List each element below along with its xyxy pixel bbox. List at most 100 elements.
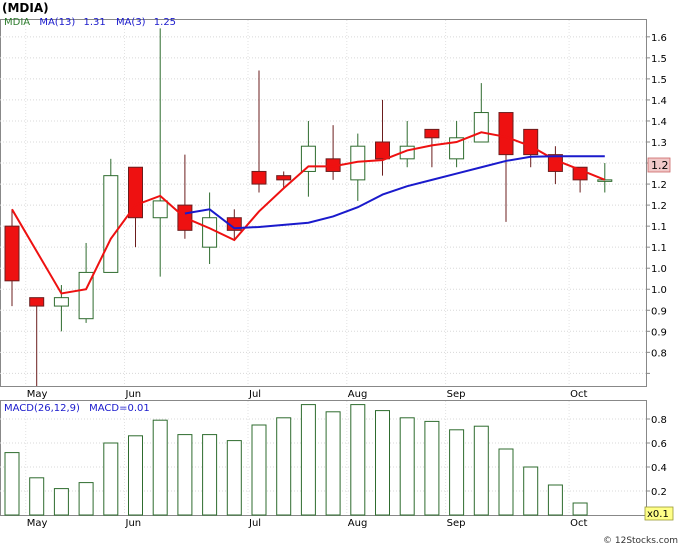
candle-body bbox=[473, 112, 489, 143]
price-y-tick-label: 1.4 bbox=[651, 117, 667, 128]
macd-bar bbox=[424, 420, 440, 516]
price-y-tick-label: 1.1 bbox=[651, 222, 667, 233]
price-y-tick-label: 1.1 bbox=[651, 243, 667, 254]
macd-bar bbox=[78, 482, 94, 516]
price-y-tick-label: 1.0 bbox=[651, 264, 667, 275]
price-marks bbox=[4, 28, 613, 386]
price-y-tick-label: 1.5 bbox=[651, 75, 667, 86]
price-tag: 1.2 bbox=[651, 159, 669, 172]
macd-x-tick-label: Sep bbox=[447, 518, 466, 529]
price-legend: MDIA MA(13) 1.31 MA(3) 1.25 bbox=[4, 17, 176, 28]
macd-bar bbox=[226, 440, 242, 516]
macd-bar bbox=[53, 488, 69, 516]
macd-y-tick-label: 0.4 bbox=[651, 463, 667, 474]
macd-bar bbox=[350, 404, 366, 516]
candle bbox=[29, 297, 45, 386]
price-tag-box bbox=[647, 157, 671, 173]
candle bbox=[300, 120, 316, 197]
macd-legend-value: MACD=0.01 bbox=[89, 403, 150, 414]
legend-symbol: MDIA bbox=[4, 17, 30, 28]
candle bbox=[424, 128, 440, 168]
price-y-tick-label: 0.9 bbox=[651, 306, 667, 317]
legend-ma13-label: MA(13) bbox=[39, 17, 75, 28]
price-x-tick-label: Oct bbox=[570, 389, 587, 400]
macd-bar bbox=[572, 502, 588, 516]
candle-body bbox=[498, 112, 514, 156]
macd-bar bbox=[300, 404, 316, 516]
price-y-tick-label: 1.2 bbox=[651, 180, 667, 191]
candle-body bbox=[152, 200, 168, 219]
price-y-tick-label: 1.6 bbox=[651, 33, 667, 44]
macd-legend: MACD(26,12,9) MACD=0.01 bbox=[4, 403, 150, 414]
macd-tag-box bbox=[644, 506, 674, 521]
macd-y-tick-label: 0.2 bbox=[651, 487, 667, 498]
price-y-tick-label: 1.2 bbox=[651, 201, 667, 212]
price-x-axis: May Jun Jul Aug Sep Oct bbox=[27, 389, 588, 400]
candle-body bbox=[523, 128, 539, 156]
macd-x-tick-label: Oct bbox=[570, 518, 587, 529]
macd-x-tick-label: Jun bbox=[125, 518, 142, 529]
macd-marks bbox=[4, 404, 588, 516]
macd-bar bbox=[152, 419, 168, 516]
ma3-line bbox=[11, 131, 606, 295]
candle-body bbox=[103, 175, 119, 273]
price-y-tick-label: 1.4 bbox=[651, 96, 667, 107]
macd-bar bbox=[276, 417, 292, 516]
macd-y-tick-label: 0.8 bbox=[651, 415, 667, 426]
macd-bar bbox=[4, 452, 20, 516]
macd-grid bbox=[0, 401, 646, 515]
footer-credit: © 12Stocks.com bbox=[603, 536, 678, 546]
macd-bar bbox=[547, 484, 563, 516]
price-y-tick-label: 0.9 bbox=[651, 327, 667, 338]
macd-tag: x0.1 bbox=[647, 509, 669, 520]
candle-body bbox=[251, 170, 267, 185]
candle-body bbox=[202, 217, 218, 248]
macd-bar bbox=[325, 411, 341, 516]
macd-bar bbox=[29, 477, 45, 516]
macd-bar bbox=[523, 466, 539, 516]
price-y-tick-label: 1.0 bbox=[651, 285, 667, 296]
macd-x-tick-label: Jul bbox=[248, 518, 261, 529]
macd-bar bbox=[103, 442, 119, 516]
candle-body bbox=[300, 145, 316, 172]
candle-body bbox=[4, 225, 20, 282]
candle bbox=[4, 209, 20, 307]
candle bbox=[103, 158, 119, 273]
candle bbox=[276, 171, 292, 189]
macd-bar bbox=[375, 410, 390, 516]
macd-legend-label: MACD(26,12,9) bbox=[4, 403, 80, 414]
macd-x-tick-label: Aug bbox=[348, 518, 368, 529]
price-y-axis: 1.61.51.51.41.41.31.31.21.21.11.11.01.00… bbox=[646, 33, 667, 374]
macd-bar bbox=[177, 434, 193, 516]
macd-bar bbox=[251, 424, 267, 516]
candle bbox=[498, 112, 514, 222]
candle-body bbox=[375, 141, 390, 160]
macd-bar bbox=[128, 435, 143, 516]
macd-bar bbox=[473, 425, 489, 516]
macd-x-axis: May Jun Jul Aug Sep Oct bbox=[27, 518, 588, 529]
price-x-tick-label: Sep bbox=[447, 389, 466, 400]
candle-body bbox=[424, 128, 440, 139]
candle-body bbox=[276, 175, 292, 181]
price-x-tick-label: Jun bbox=[125, 389, 142, 400]
price-x-tick-label: May bbox=[27, 389, 48, 400]
macd-bar bbox=[449, 429, 465, 516]
macd-y-axis: 0.8 0.6 0.4 0.2 bbox=[646, 415, 667, 498]
candle-body bbox=[128, 166, 143, 219]
candle-body bbox=[29, 297, 45, 307]
legend-ma13-value: 1.31 bbox=[84, 17, 106, 28]
chart-title: (MDIA) bbox=[2, 1, 49, 15]
price-x-tick-label: Jul bbox=[248, 389, 261, 400]
price-x-tick-label: Aug bbox=[348, 389, 368, 400]
candle bbox=[375, 99, 390, 176]
legend-ma3-value: 1.25 bbox=[154, 17, 176, 28]
macd-bar bbox=[399, 417, 415, 516]
price-y-tick-label: 1.5 bbox=[651, 54, 667, 65]
macd-x-tick-label: May bbox=[27, 518, 48, 529]
price-y-tick-label: 1.3 bbox=[651, 138, 667, 149]
macd-bar bbox=[202, 434, 218, 516]
macd-bar bbox=[498, 448, 514, 516]
candle bbox=[251, 70, 267, 193]
